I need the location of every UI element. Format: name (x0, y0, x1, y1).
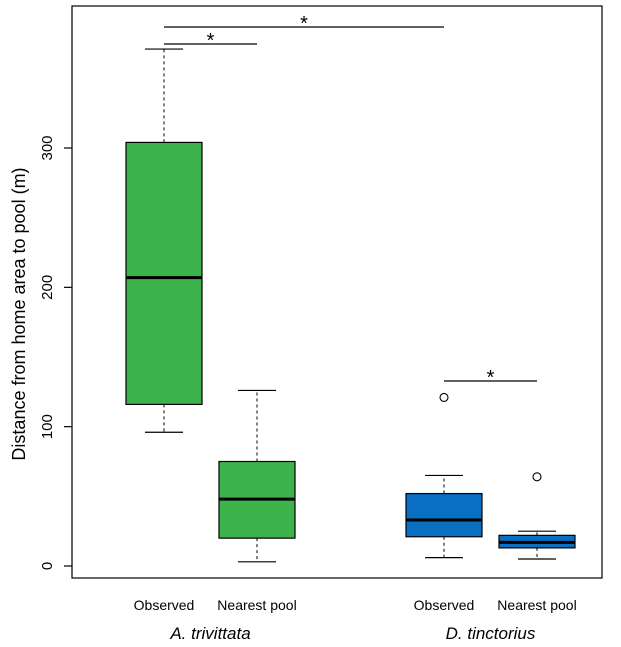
group-label: A. trivittata (169, 624, 250, 643)
category-label: Observed (414, 597, 475, 613)
whiskers (145, 48, 556, 563)
significance-star: * (207, 30, 215, 52)
outlier-point (532, 472, 542, 482)
significance-star: * (300, 13, 308, 35)
y-tick-label: 300 (39, 135, 56, 160)
y-tick-label: 100 (39, 414, 56, 439)
y-tick-label: 200 (39, 275, 56, 300)
boxes (125, 141, 576, 549)
outlier-point (439, 392, 449, 402)
box (405, 492, 483, 538)
y-axis-title: Distance from home area to pool (m) (9, 167, 29, 460)
x-axis-labels: Observed Nearest pool Observed Nearest pool… (134, 597, 577, 643)
y-tick-label: 0 (39, 562, 56, 570)
group-label: D. tinctorius (446, 624, 536, 643)
category-label: Nearest pool (217, 597, 296, 613)
category-label: Nearest pool (497, 597, 576, 613)
box (125, 141, 203, 405)
category-label: Observed (134, 597, 195, 613)
significance-star: * (487, 367, 495, 389)
plot-frame (71, 5, 603, 579)
y-axis: 0 100 200 300 (39, 135, 72, 570)
outliers (439, 392, 542, 482)
significance-brackets: * * * (164, 13, 537, 389)
